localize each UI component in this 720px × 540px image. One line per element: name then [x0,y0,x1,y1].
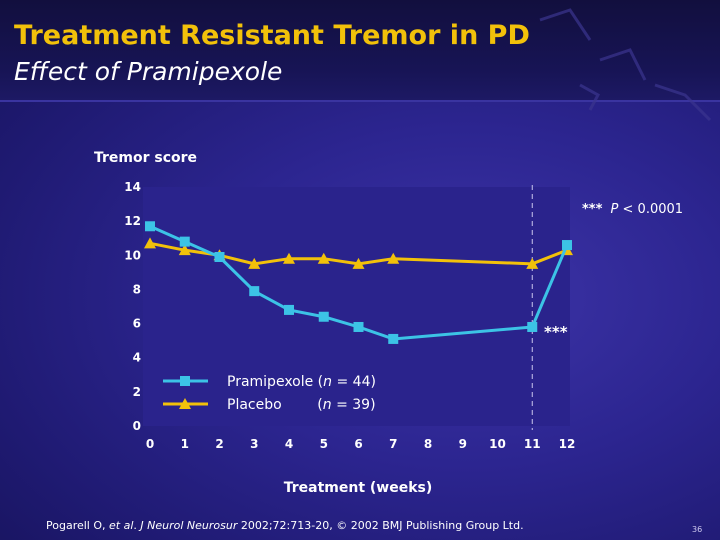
pramipexole-data-point [388,333,399,344]
y-tick-label: 0 [133,419,141,433]
x-tick-label: 4 [285,437,293,451]
y-tick-label: 8 [133,282,141,296]
x-tick-label: 12 [559,437,576,451]
pramipexole-data-point [562,240,572,251]
legend-placebo-text: Placebo ( [227,397,323,413]
legend-placebo-n: n [323,397,332,413]
x-tick-label: 10 [489,437,506,451]
legend-marker-pramipexole [180,376,190,386]
p-value-stars: *** [582,202,603,217]
pramipexole-data-point [249,286,260,297]
legend-pramipexole-n: n [323,374,332,390]
placebo-data-point [352,257,365,269]
x-tick-label: 1 [181,437,189,451]
placebo-data-point [144,237,156,249]
placebo-data-point [526,257,539,269]
y-axis-label: Tremor score [94,150,197,166]
p-value-annotation: *** P < 0.0001 [582,202,683,217]
x-tick-label: 6 [354,437,362,451]
header-band [0,0,720,100]
placebo-data-point [283,252,295,264]
legend-pramipexole-text: Pramipexole ( [227,374,323,390]
citation-authors: Pogarell O, [46,519,110,532]
placebo-data-point [317,252,330,264]
pramipexole-data-point [527,321,538,332]
legend-entry-placebo: Placebo (n = 39) [227,397,376,413]
x-tick-label: 11 [524,437,541,451]
slide-subtitle: Effect of Pramipexole [14,57,283,86]
pramipexole-data-point [284,304,294,315]
y-tick-label: 6 [133,317,141,331]
pramipexole-data-point [179,236,190,247]
x-tick-label: 5 [320,437,328,451]
pramipexole-data-point [214,251,225,262]
pramipexole-data-point [145,221,155,232]
pramipexole-series-line [149,224,569,341]
legend-marker-placebo [179,398,191,409]
citation-journal: J Neurol Neurosur [140,519,238,532]
legend-placebo-count: = 39) [332,397,376,413]
citation-etal: et al [109,519,134,532]
watermark-logo [539,8,712,122]
header-divider [0,100,720,102]
y-tick-label: 10 [124,248,141,262]
placebo-series-line [149,241,568,266]
legend-entry-pramipexole: Pramipexole (n = 44) [227,374,376,390]
legend: Pramipexole (n = 44) Placebo (n = 39) [163,374,376,413]
placebo-data-point [248,257,261,269]
x-tick-label: 8 [424,437,432,451]
pramipexole-data-point [318,311,329,322]
footer-citation: Pogarell O, et al. J Neurol Neurosur 200… [46,519,524,532]
legend-pramipexole-count: = 44) [332,374,376,390]
plot-area [143,187,570,426]
citation-punct: . [133,519,141,532]
p-value-text: < 0.0001 [623,202,684,217]
pramipexole-data-point [353,321,364,332]
slide-title: Treatment Resistant Tremor in PD [14,20,530,51]
page-number: 36 [692,525,703,534]
y-tick-label: 2 [133,385,141,399]
x-tick-label: 2 [215,437,223,451]
x-tick-label: 0 [146,437,154,451]
x-tick-label: 9 [459,437,467,451]
significance-marker: *** [544,323,568,341]
p-value-label: P [611,202,619,217]
x-tick-label: 7 [389,437,397,451]
x-tick-label: 3 [250,437,258,451]
placebo-data-point [178,244,191,256]
citation-rest: 2002;72:713-20, © 2002 BMJ Publishing Gr… [237,519,524,532]
y-tick-label: 12 [124,214,141,228]
y-tick-label: 4 [133,351,141,365]
placebo-data-point [387,252,400,264]
x-axis-label: Treatment (weeks) [284,480,433,496]
y-tick-label: 14 [124,180,141,194]
